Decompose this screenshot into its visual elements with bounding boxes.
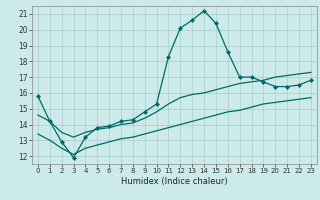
X-axis label: Humidex (Indice chaleur): Humidex (Indice chaleur): [121, 177, 228, 186]
